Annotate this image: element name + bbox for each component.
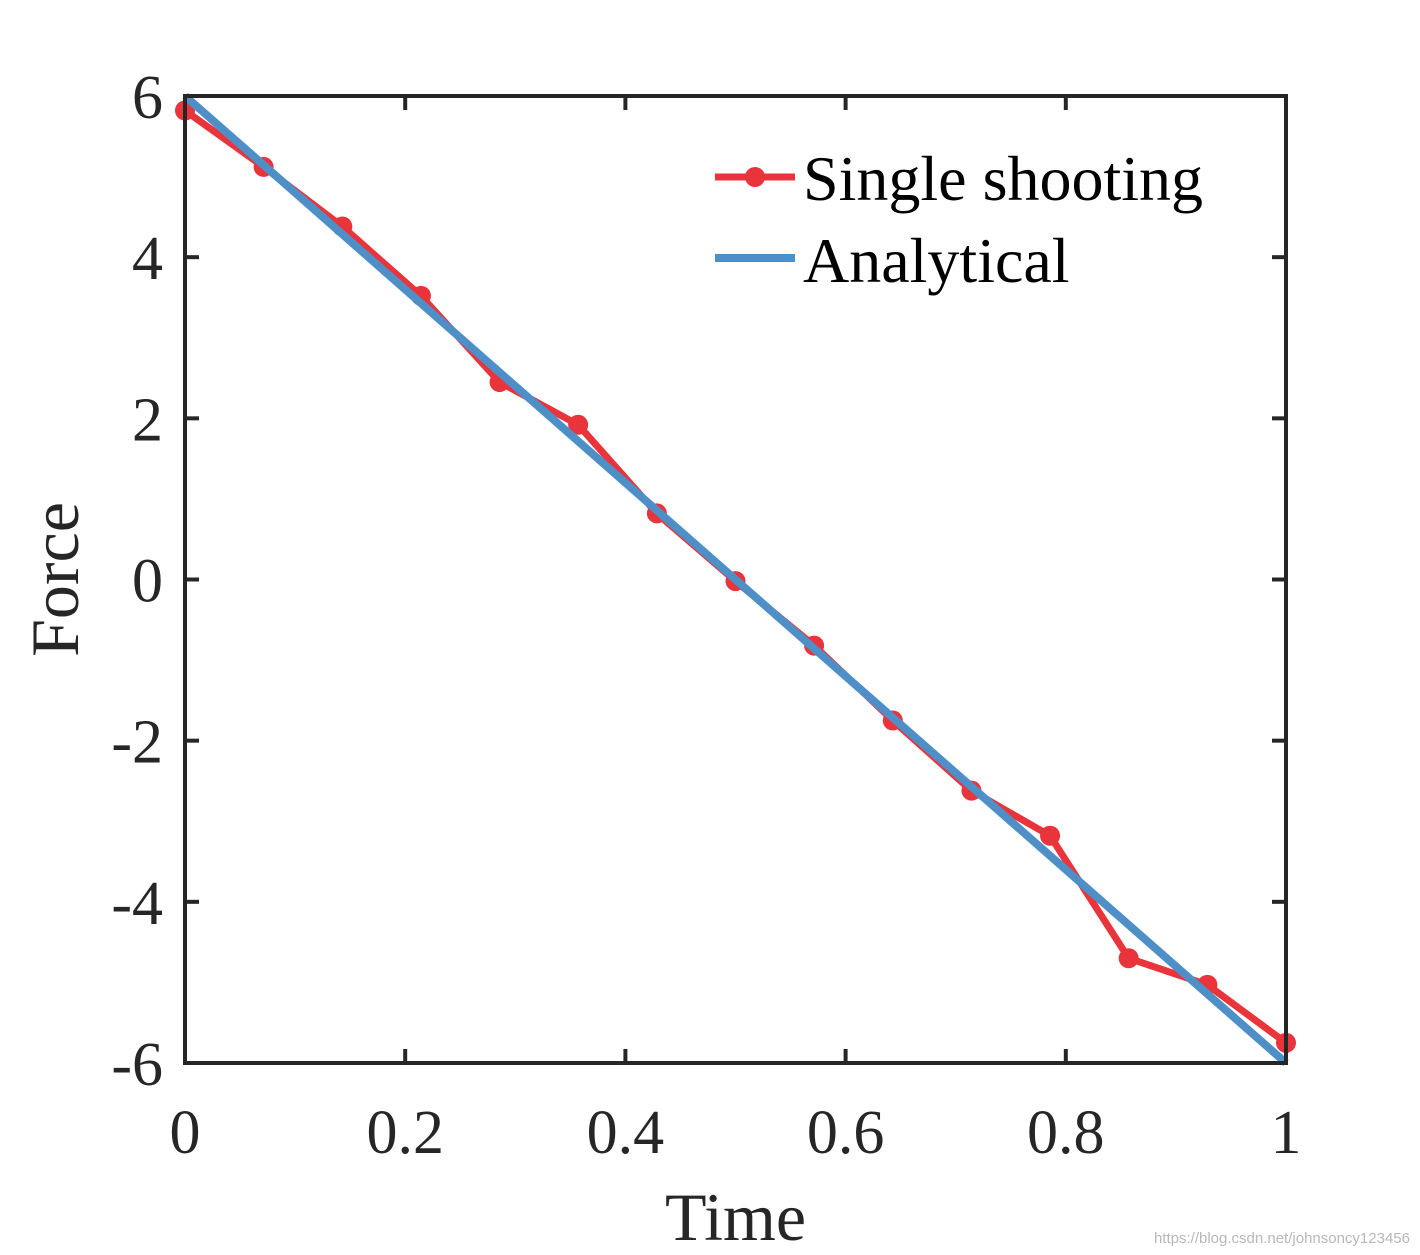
- y-tick-label: 0: [132, 548, 163, 616]
- series-point-single-shooting: [568, 414, 589, 435]
- y-tick-label: 2: [132, 386, 163, 454]
- legend-marker-single-shooting: [745, 167, 765, 187]
- watermark: https://blog.csdn.net/johnsoncy123456: [1153, 1230, 1410, 1247]
- x-tick-labels: 0 0.2 0.4 0.6 0.8 1: [170, 1099, 1302, 1167]
- y-tick-label: 6: [132, 64, 163, 132]
- axes-box: [183, 94, 1288, 1065]
- y-axis-label: Force: [17, 502, 93, 657]
- x-tick-label: 0.2: [366, 1099, 444, 1167]
- y-tick-label: -4: [111, 870, 163, 938]
- legend-label-analytical: Analytical: [803, 225, 1070, 296]
- y-tick-label: 4: [132, 225, 163, 293]
- x-axis-label: Time: [665, 1179, 806, 1255]
- series-point-single-shooting: [1040, 825, 1061, 846]
- series-line-analytical: [182, 92, 1289, 1067]
- y-tick-labels: -6 -4 -2 0 2 4 6: [111, 64, 163, 1099]
- y-tick-label: -2: [111, 709, 163, 777]
- series-layer: [175, 92, 1296, 1067]
- x-tick-label: 0.8: [1027, 1099, 1105, 1167]
- x-tick-label: 0.6: [807, 1099, 885, 1167]
- x-tick-label: 1: [1271, 1099, 1302, 1167]
- x-tick-label: 0: [170, 1099, 201, 1167]
- series-point-single-shooting: [1118, 948, 1139, 969]
- legend: Single shooting Analytical: [715, 143, 1203, 296]
- y-tick-label: -6: [111, 1031, 163, 1099]
- x-tick-label: 0.4: [587, 1099, 665, 1167]
- legend-label-single-shooting: Single shooting: [803, 143, 1203, 214]
